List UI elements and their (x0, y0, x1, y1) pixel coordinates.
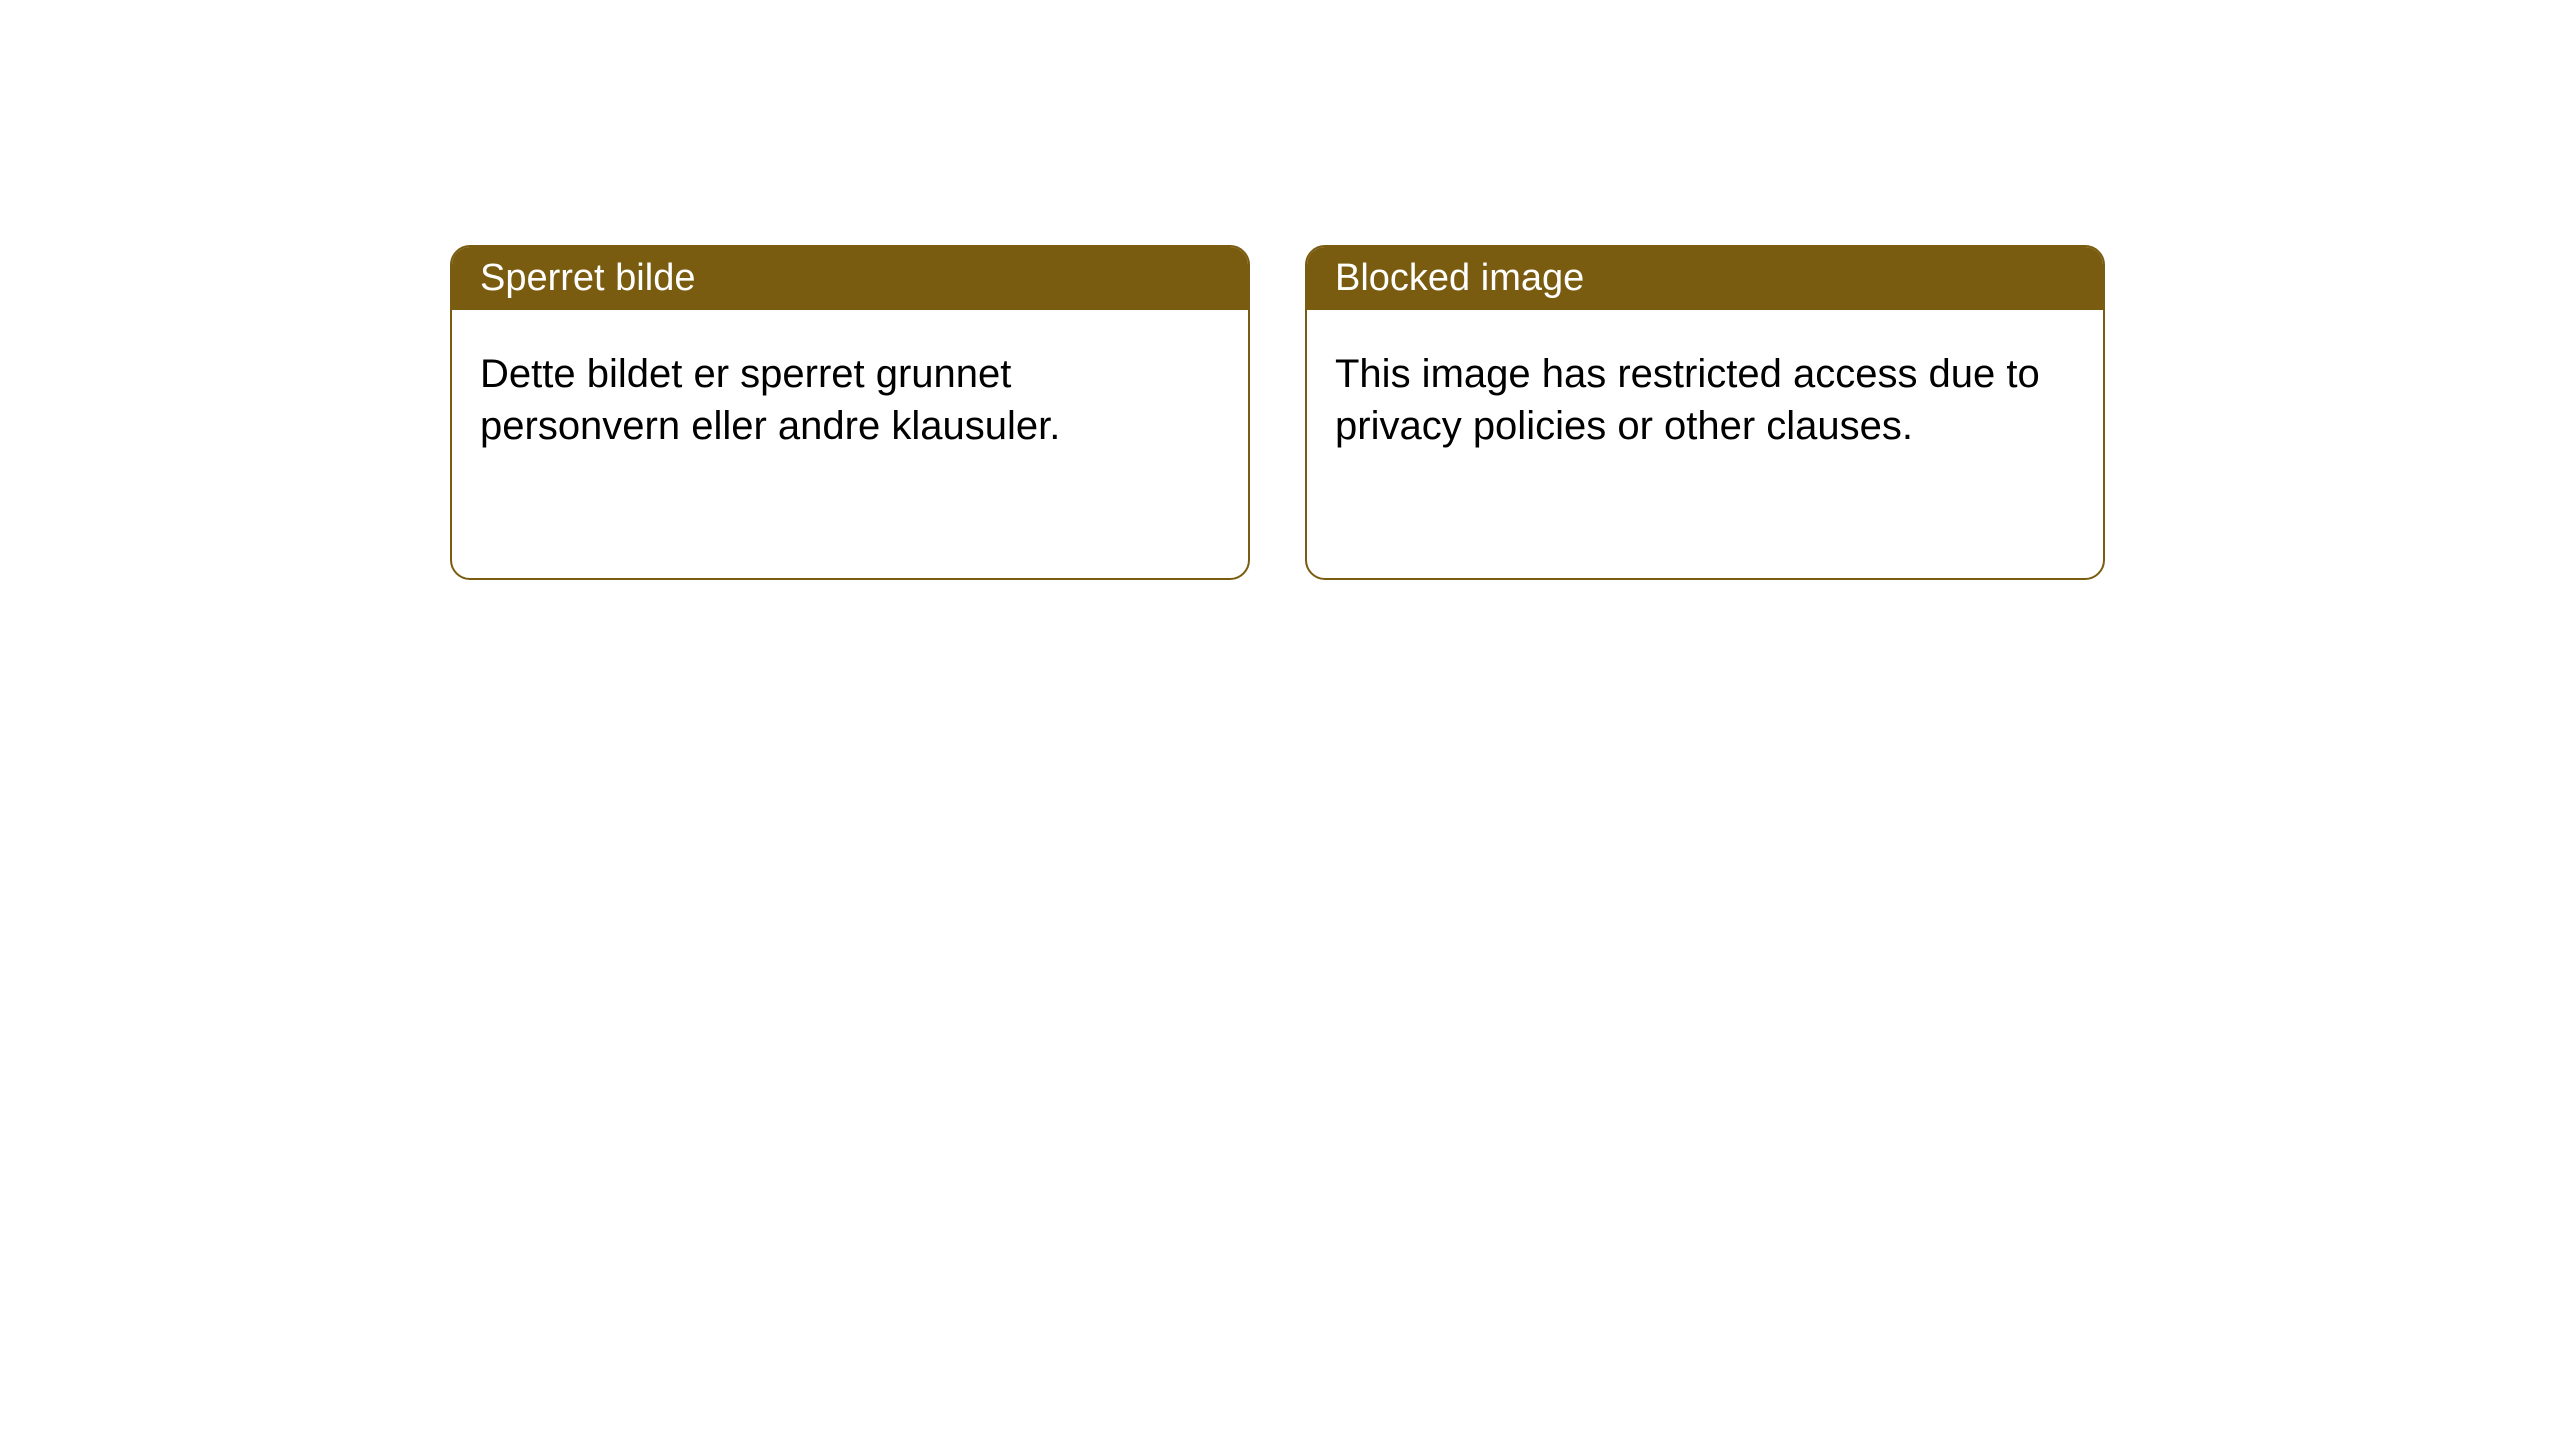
notice-card-norwegian: Sperret bilde Dette bildet er sperret gr… (450, 245, 1250, 580)
notice-title-norwegian: Sperret bilde (452, 247, 1248, 310)
notice-title-english: Blocked image (1307, 247, 2103, 310)
notice-card-english: Blocked image This image has restricted … (1305, 245, 2105, 580)
notice-body-english: This image has restricted access due to … (1307, 310, 2103, 490)
notice-container: Sperret bilde Dette bildet er sperret gr… (0, 0, 2560, 580)
notice-body-norwegian: Dette bildet er sperret grunnet personve… (452, 310, 1248, 490)
